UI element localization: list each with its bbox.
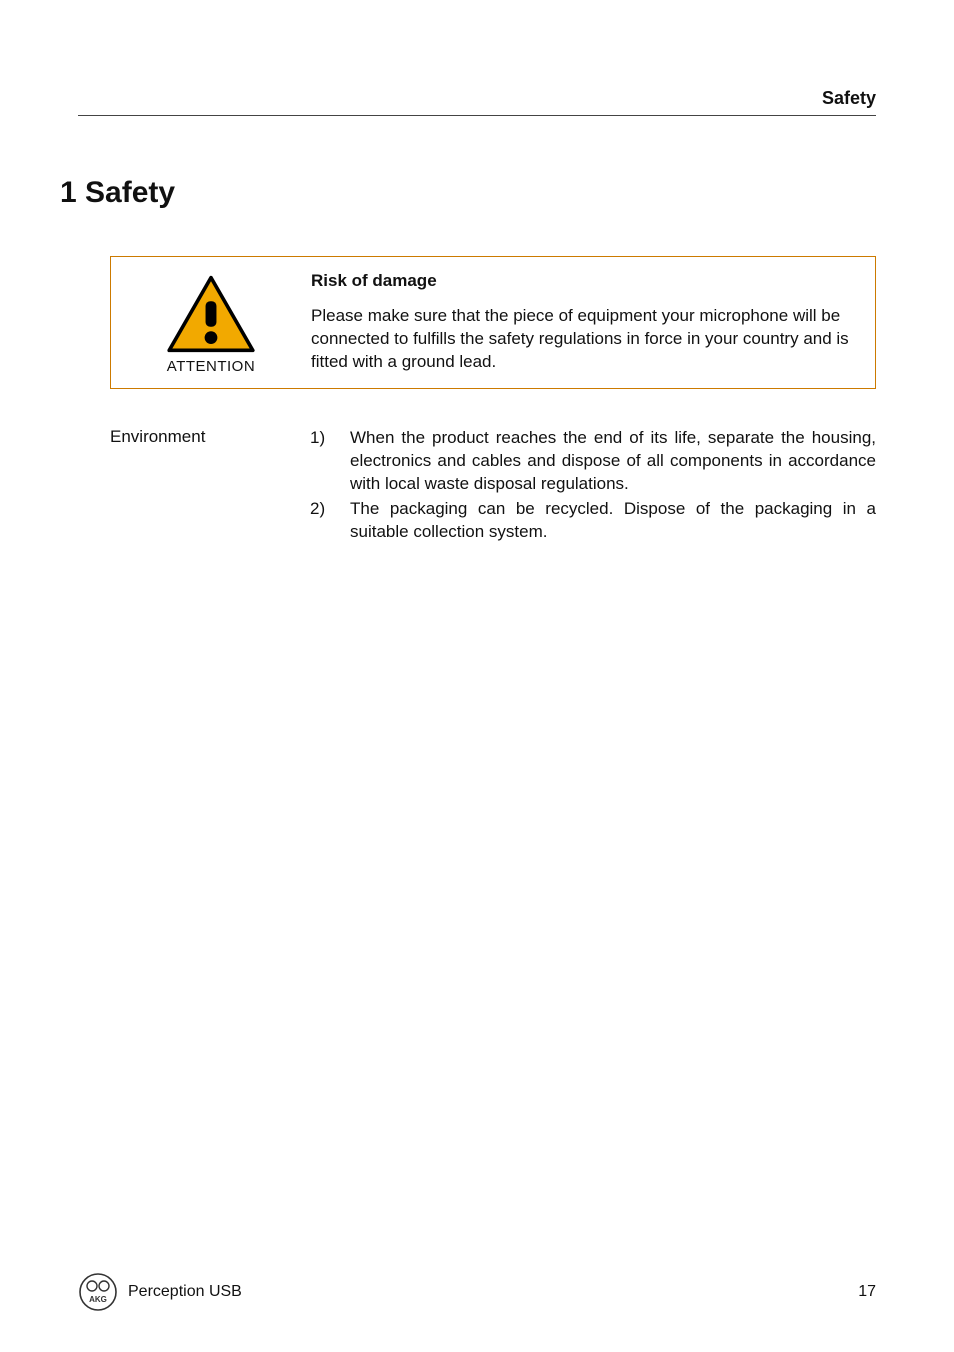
page-footer: AKG Perception USB 17 [78, 1272, 876, 1312]
list-item: 2) The packaging can be recycled. Dispos… [310, 498, 876, 544]
warning-triangle-icon [165, 274, 257, 354]
list-number: 2) [310, 498, 350, 544]
footer-left: AKG Perception USB [78, 1272, 242, 1312]
akg-logo-icon: AKG [78, 1272, 118, 1312]
warning-text-panel: Risk of damage Please make sure that the… [311, 257, 875, 388]
footer-product: Perception USB [128, 1283, 242, 1301]
footer-page-number: 17 [858, 1283, 876, 1301]
svg-text:AKG: AKG [89, 1295, 107, 1304]
warning-box: ATTENTION Risk of damage Please make sur… [110, 256, 876, 389]
warning-label: ATTENTION [167, 358, 255, 375]
list-text: When the product reaches the end of its … [350, 427, 876, 496]
warning-heading: Risk of damage [311, 271, 859, 291]
page-header: Safety [0, 0, 954, 116]
warning-body: Please make sure that the piece of equip… [311, 305, 859, 374]
list-text: The packaging can be recycled. Dispose o… [350, 498, 876, 544]
environment-label: Environment [110, 427, 310, 546]
warning-icon-panel: ATTENTION [111, 257, 311, 388]
environment-list: 1) When the product reaches the end of i… [310, 427, 876, 546]
chapter-block: 1 Safety ATTENTION Risk of damage Please… [0, 116, 954, 546]
list-number: 1) [310, 427, 350, 496]
list-item: 1) When the product reaches the end of i… [310, 427, 876, 496]
chapter-title: 1 Safety [60, 176, 876, 210]
page: Safety 1 Safety ATTENTION Risk of damage… [0, 0, 954, 1352]
running-head: Safety [78, 88, 876, 109]
environment-section: Environment 1) When the product reaches … [110, 427, 876, 546]
